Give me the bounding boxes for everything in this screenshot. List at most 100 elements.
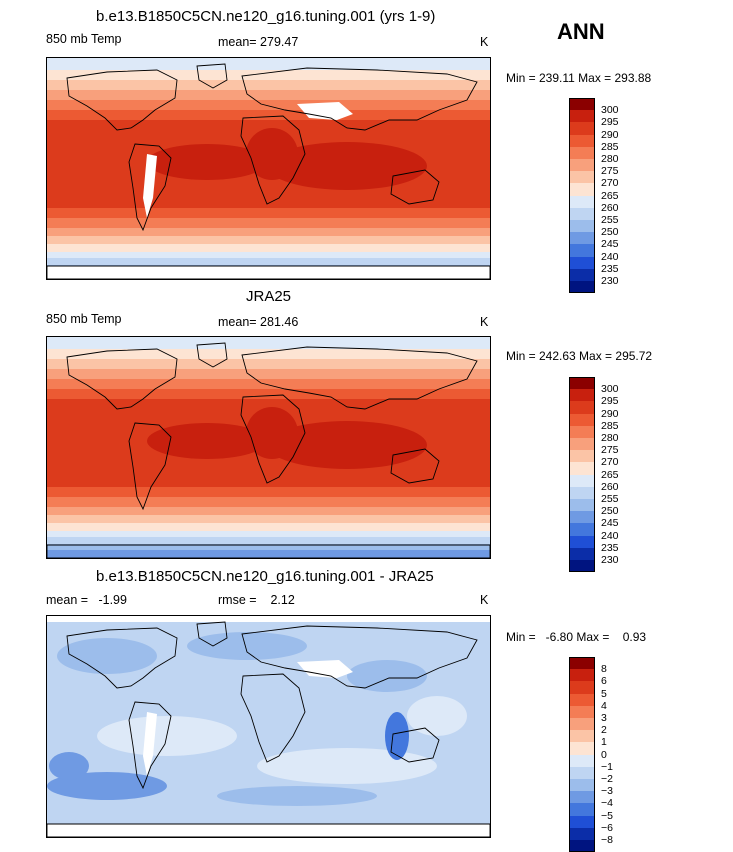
missing-data-region: [297, 102, 353, 120]
colorbar-diff-swatch: [569, 815, 595, 828]
colorbar-diff-tick-label: 3: [601, 712, 607, 724]
coastline: [390, 448, 440, 484]
colorbar-model-swatch: [569, 195, 595, 208]
colorbar-obs-swatch: [569, 535, 595, 548]
difference-region: [187, 632, 307, 660]
colorbar-obs-tick-label: 280: [601, 432, 619, 444]
colorbar-obs-swatch: [569, 462, 595, 475]
colorbar-model-swatch: [569, 268, 595, 281]
colorbar-obs-tick-label: 235: [601, 541, 619, 554]
colorbar-model-tick-label: 285: [601, 140, 619, 153]
contour-band: [47, 100, 490, 110]
colorbar-diff-swatch: [569, 718, 595, 731]
contour-band: [47, 550, 490, 558]
colorbar-model-swatch: [569, 110, 595, 123]
colorbar-obs-tick-label: 270: [601, 456, 619, 469]
missing-data-region: [47, 266, 490, 279]
colorbar-diff-tick-label: −5: [601, 809, 613, 822]
colorbar-obs-swatch: [569, 560, 595, 573]
coastline: [390, 169, 440, 205]
colorbar-obs-swatch: [569, 438, 595, 451]
mean-label-model: mean= 279.47: [218, 35, 299, 49]
map-panel-obs: [46, 336, 491, 559]
colorbar-diff-swatch: [569, 693, 595, 706]
contour-band: [47, 252, 490, 258]
panel-title-diff: b.e13.B1850C5CN.ne120_g16.tuning.001 - J…: [96, 568, 434, 585]
colorbar-obs-swatch: [569, 486, 595, 499]
contour-band: [47, 531, 490, 537]
contour-band: [47, 359, 490, 369]
colorbar-model-swatch: [569, 232, 595, 245]
coastline: [241, 67, 478, 131]
colorbar-obs-tick-label: 250: [601, 505, 619, 518]
contour-band: [47, 389, 490, 399]
colorbar-obs-tick-label: 285: [601, 419, 619, 432]
colorbar-diff-tick-label: −2: [601, 773, 613, 785]
colorbar-model-swatch: [569, 122, 595, 135]
variable-label-obs: 850 mb Temp: [46, 312, 122, 326]
coastline: [196, 63, 228, 89]
unit-label-obs: K: [480, 315, 489, 329]
colorbar-obs-swatch: [569, 413, 595, 426]
coastline: [240, 115, 306, 205]
colorbar-diff-tick-label: 8: [601, 663, 607, 676]
contour-band: [47, 208, 490, 218]
colorbar-obs-tick-label: 275: [601, 444, 619, 457]
contour-band: [47, 379, 490, 389]
missing-data-region: [143, 712, 157, 776]
colorbar-diff-swatch: [569, 779, 595, 792]
colorbar-diff-tick-label: −3: [601, 785, 613, 798]
colorbar-obs-swatch: [569, 389, 595, 402]
contour-band: [47, 523, 490, 531]
colorbar-diff-tick-label: −8: [601, 834, 613, 846]
difference-region: [57, 638, 157, 674]
colorbar-model-swatch: [569, 171, 595, 184]
colorbar-obs-swatch: [569, 499, 595, 512]
colorbar-model-swatch: [569, 98, 595, 111]
warm-pool-region: [147, 144, 267, 180]
colorbar-model-tick-label: 260: [601, 201, 619, 214]
unit-label-model: K: [480, 35, 489, 49]
rmse-label-diff: rmse = 2.12: [218, 593, 295, 607]
coastline: [196, 342, 228, 368]
colorbar-model-swatch: [569, 244, 595, 257]
contour-band: [47, 90, 490, 100]
colorbar-obs-swatch: [569, 523, 595, 536]
colorbar-model-frame: [569, 98, 595, 294]
colorbar-obs-tick-label: 245: [601, 517, 619, 530]
colorbar-diff-tick-label: −6: [601, 821, 613, 834]
colorbar-obs-tick-label: 240: [601, 529, 619, 542]
unit-label-diff: K: [480, 593, 489, 607]
colorbar-model-tick-label: 275: [601, 165, 619, 178]
minmax-label-obs: Min = 242.63 Max = 295.72: [506, 349, 653, 363]
contour-band: [47, 244, 490, 252]
contour-band: [47, 349, 490, 359]
contour-band: [47, 537, 490, 544]
season-label: ANN: [557, 19, 605, 44]
colorbar-diff-swatch: [569, 681, 595, 694]
colorbar-model-tick-label: 270: [601, 177, 619, 190]
colorbar-model-tick-label: 300: [601, 104, 619, 117]
coastline: [241, 625, 478, 689]
difference-contour-map: [47, 616, 490, 837]
difference-region: [49, 752, 89, 780]
colorbar-obs-tick-label: 295: [601, 395, 619, 408]
difference-region: [407, 696, 467, 736]
colorbar-model-tick-label: 265: [601, 189, 619, 202]
temperature-contour-map-obs: [47, 337, 490, 558]
warm-land-region: [246, 128, 298, 180]
contour-band: [47, 236, 490, 244]
colorbar-model-tick-label: 295: [601, 116, 619, 129]
coastline: [47, 265, 490, 279]
colorbar-diff-tick-label: 6: [601, 675, 607, 688]
panel-title-obs: JRA25: [246, 288, 292, 305]
coastline: [47, 544, 490, 558]
coastline: [128, 422, 172, 511]
colorbar-diff-swatch: [569, 730, 595, 743]
colorbar-diff-swatch: [569, 791, 595, 804]
coastline: [66, 348, 178, 410]
contour-band: [47, 110, 490, 120]
coastline: [240, 394, 306, 484]
minmax-label-diff: Min = -6.80 Max = 0.93: [506, 630, 647, 644]
colorbar-obs-frame: [569, 377, 595, 573]
